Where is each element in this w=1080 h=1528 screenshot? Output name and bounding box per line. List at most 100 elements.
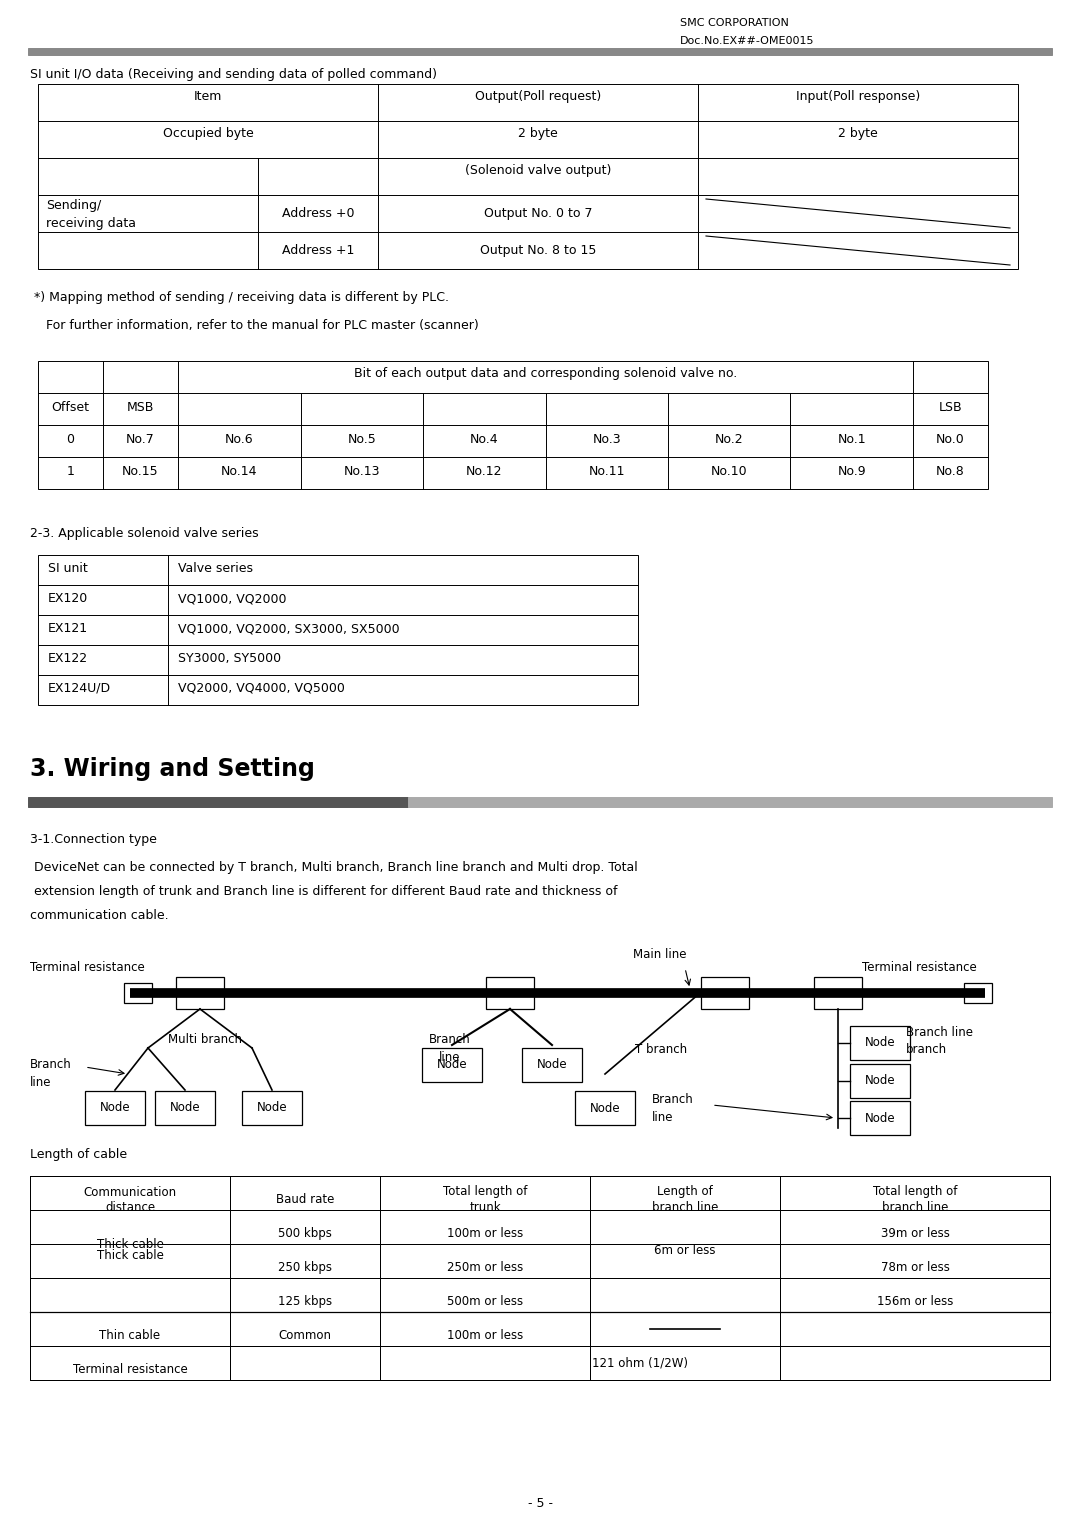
- Text: No.10: No.10: [711, 465, 747, 478]
- Bar: [30, 1177, 1050, 1380]
- Text: EX121: EX121: [48, 622, 89, 636]
- Text: Length of cable: Length of cable: [30, 1148, 127, 1161]
- Text: Node: Node: [436, 1059, 468, 1071]
- Text: 100m or less: 100m or less: [447, 1227, 523, 1241]
- Text: Node: Node: [865, 1074, 895, 1088]
- Text: communication cable.: communication cable.: [30, 909, 168, 921]
- Text: Valve series: Valve series: [178, 562, 253, 575]
- Text: No.5: No.5: [348, 432, 376, 446]
- Bar: [814, 976, 862, 1008]
- Text: 3. Wiring and Setting: 3. Wiring and Setting: [30, 756, 315, 781]
- Text: No.9: No.9: [837, 465, 866, 478]
- Text: Output No. 8 to 15: Output No. 8 to 15: [480, 244, 596, 257]
- Bar: [38, 361, 988, 489]
- Text: Output(Poll request): Output(Poll request): [475, 90, 602, 102]
- Text: No.14: No.14: [221, 465, 257, 478]
- Bar: [850, 1102, 910, 1135]
- Text: EX122: EX122: [48, 652, 89, 665]
- Text: Baud rate: Baud rate: [275, 1193, 334, 1206]
- Text: No.11: No.11: [589, 465, 625, 478]
- Text: SI unit I/O data (Receiving and sending data of polled command): SI unit I/O data (Receiving and sending …: [30, 69, 437, 81]
- Text: No.3: No.3: [593, 432, 621, 446]
- Text: Thick cable: Thick cable: [96, 1250, 163, 1262]
- Text: Total length of: Total length of: [873, 1186, 957, 1198]
- Text: No.0: No.0: [936, 432, 964, 446]
- Text: 156m or less: 156m or less: [877, 1296, 954, 1308]
- Text: Node: Node: [537, 1059, 567, 1071]
- Bar: [591, 1212, 779, 1277]
- Text: Length of: Length of: [657, 1186, 713, 1198]
- Text: Branch: Branch: [429, 1033, 471, 1047]
- Text: 3-1.Connection type: 3-1.Connection type: [30, 833, 157, 847]
- Bar: [156, 1091, 215, 1125]
- Text: branch line: branch line: [881, 1201, 948, 1215]
- Text: 2 byte: 2 byte: [518, 127, 558, 141]
- Bar: [28, 798, 408, 807]
- Text: 2-3. Applicable solenoid valve series: 2-3. Applicable solenoid valve series: [30, 527, 258, 539]
- Text: Branch line: Branch line: [906, 1025, 973, 1039]
- Text: T branch: T branch: [635, 1044, 687, 1056]
- Text: LSB: LSB: [939, 400, 962, 414]
- Text: EX124U/D: EX124U/D: [48, 681, 111, 695]
- Text: Node: Node: [257, 1102, 287, 1114]
- Text: 121 ohm (1/2W): 121 ohm (1/2W): [592, 1357, 688, 1369]
- Text: 500 kbps: 500 kbps: [278, 1227, 332, 1241]
- Text: Node: Node: [590, 1102, 620, 1114]
- Text: Sending/: Sending/: [46, 199, 102, 212]
- Text: Thick cable: Thick cable: [96, 1238, 163, 1250]
- Bar: [850, 1025, 910, 1060]
- Text: - 5 -: - 5 -: [527, 1497, 553, 1510]
- Text: receiving data: receiving data: [46, 217, 136, 231]
- Text: No.8: No.8: [936, 465, 964, 478]
- Text: extension length of trunk and Branch line is different for different Baud rate a: extension length of trunk and Branch lin…: [30, 885, 618, 898]
- Text: Multi branch: Multi branch: [168, 1033, 242, 1047]
- Text: Terminal resistance: Terminal resistance: [72, 1363, 187, 1377]
- Bar: [242, 1091, 302, 1125]
- Text: 250m or less: 250m or less: [447, 1261, 523, 1274]
- Text: (Solenoid valve output): (Solenoid valve output): [464, 163, 611, 177]
- Text: 1: 1: [67, 465, 75, 478]
- Text: Address +1: Address +1: [282, 244, 354, 257]
- Text: line: line: [440, 1051, 461, 1063]
- Text: 250 kbps: 250 kbps: [278, 1261, 332, 1274]
- Text: Node: Node: [865, 1111, 895, 1125]
- Text: 78m or less: 78m or less: [880, 1261, 949, 1274]
- Bar: [124, 983, 152, 1002]
- Text: Communication: Communication: [83, 1186, 176, 1198]
- Text: Terminal resistance: Terminal resistance: [30, 961, 145, 973]
- Bar: [38, 84, 1018, 269]
- Text: 2 byte: 2 byte: [838, 127, 878, 141]
- Text: 100m or less: 100m or less: [447, 1329, 523, 1342]
- Text: SY3000, SY5000: SY3000, SY5000: [178, 652, 281, 665]
- Text: branch: branch: [906, 1044, 947, 1056]
- Bar: [408, 798, 1052, 807]
- Text: distance: distance: [105, 1201, 156, 1215]
- Text: No.7: No.7: [126, 432, 154, 446]
- Text: DeviceNet can be connected by T branch, Multi branch, Branch line branch and Mul: DeviceNet can be connected by T branch, …: [30, 860, 638, 874]
- Bar: [575, 1091, 635, 1125]
- Text: line: line: [652, 1111, 674, 1125]
- Text: Occupied byte: Occupied byte: [163, 127, 254, 141]
- Text: 125 kbps: 125 kbps: [278, 1296, 332, 1308]
- Bar: [85, 1091, 145, 1125]
- Text: No.2: No.2: [715, 432, 743, 446]
- Text: Terminal resistance: Terminal resistance: [862, 961, 976, 973]
- Bar: [486, 976, 534, 1008]
- Text: VQ1000, VQ2000: VQ1000, VQ2000: [178, 591, 286, 605]
- Text: No.15: No.15: [122, 465, 159, 478]
- Bar: [422, 1048, 482, 1082]
- Bar: [176, 976, 224, 1008]
- Text: Node: Node: [865, 1036, 895, 1050]
- Text: 39m or less: 39m or less: [880, 1227, 949, 1241]
- Text: Node: Node: [99, 1102, 131, 1114]
- Text: Node: Node: [170, 1102, 200, 1114]
- Text: Address +0: Address +0: [282, 206, 354, 220]
- Text: trunk: trunk: [469, 1201, 501, 1215]
- Text: No.13: No.13: [343, 465, 380, 478]
- Text: Offset: Offset: [52, 400, 90, 414]
- Text: Common: Common: [279, 1329, 332, 1342]
- Text: Main line: Main line: [633, 947, 687, 961]
- Bar: [701, 976, 750, 1008]
- Text: Output No. 0 to 7: Output No. 0 to 7: [484, 206, 592, 220]
- Bar: [591, 1313, 1049, 1345]
